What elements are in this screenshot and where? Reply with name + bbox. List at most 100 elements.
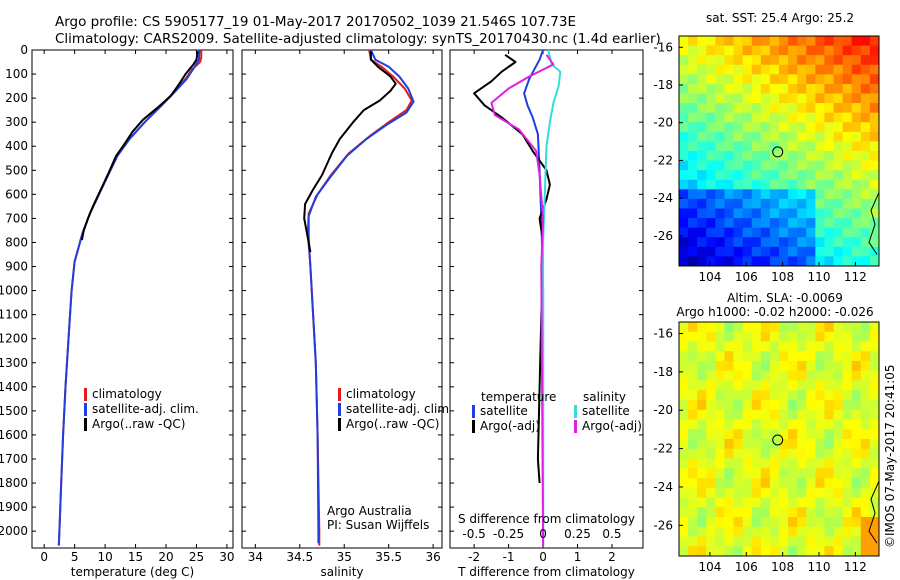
map-cell bbox=[715, 517, 725, 528]
map-cell bbox=[769, 487, 780, 498]
map-cell bbox=[760, 341, 771, 352]
map-cell bbox=[806, 487, 816, 498]
map-cell bbox=[769, 237, 780, 248]
map-cell bbox=[760, 237, 771, 248]
map-cell bbox=[860, 341, 871, 352]
map-cell bbox=[842, 448, 853, 459]
map-cell bbox=[751, 141, 762, 152]
map-cell bbox=[751, 517, 762, 528]
depth-tick-label: 1200 bbox=[0, 332, 28, 346]
map-cell bbox=[833, 322, 844, 333]
map-cell bbox=[833, 256, 844, 267]
sst-map-frame bbox=[678, 35, 880, 267]
legend-label: Argo(..raw -QC) bbox=[346, 417, 439, 431]
map-cell bbox=[860, 478, 871, 489]
map-cell bbox=[851, 487, 862, 498]
map-cell bbox=[760, 458, 771, 469]
map-cell bbox=[815, 227, 825, 238]
map-cell bbox=[742, 93, 753, 104]
map-cell bbox=[842, 122, 853, 133]
map-cell bbox=[833, 390, 844, 401]
map-cell bbox=[833, 439, 844, 450]
map-cell bbox=[797, 131, 807, 142]
map-cell bbox=[706, 198, 716, 209]
map-cell bbox=[869, 36, 880, 46]
map-cell bbox=[815, 93, 825, 104]
map-cell bbox=[842, 237, 853, 248]
map-cell bbox=[760, 517, 771, 528]
map-cell bbox=[824, 331, 834, 342]
depth-tick-label: 1500 bbox=[0, 404, 28, 418]
map-cell bbox=[715, 227, 725, 238]
map-cell bbox=[842, 112, 853, 123]
map-cell bbox=[824, 189, 834, 200]
map-cell bbox=[679, 103, 689, 114]
map-cell bbox=[769, 189, 780, 200]
map-cell bbox=[751, 218, 762, 229]
map-cell bbox=[706, 478, 716, 489]
map-cell bbox=[788, 246, 798, 257]
map-cell bbox=[788, 218, 798, 229]
depth-tick-label: 800 bbox=[5, 235, 28, 249]
map-cell bbox=[697, 160, 707, 171]
map-cell bbox=[742, 419, 753, 430]
map-cell bbox=[760, 419, 771, 430]
map-cell bbox=[751, 429, 762, 440]
map-cell bbox=[724, 55, 734, 66]
map-cell bbox=[797, 246, 807, 257]
map-cell bbox=[860, 141, 871, 152]
map-cell bbox=[806, 36, 816, 46]
map-cell bbox=[769, 170, 780, 181]
map-cell bbox=[824, 83, 834, 94]
map-cell bbox=[679, 439, 689, 450]
map-cell bbox=[679, 112, 689, 123]
map-cell bbox=[806, 93, 816, 104]
imos-credit: ©IMOS 07-May-2017 20:41:05 bbox=[883, 364, 897, 548]
map-cell bbox=[815, 256, 825, 267]
coastline bbox=[868, 192, 880, 255]
map-cell bbox=[788, 189, 798, 200]
map-cell bbox=[724, 322, 734, 333]
map-cell bbox=[742, 507, 753, 518]
map-cell bbox=[751, 64, 762, 75]
map-cell bbox=[815, 361, 825, 372]
map-cell bbox=[760, 246, 771, 257]
map-cell bbox=[760, 93, 771, 104]
map-cell bbox=[679, 36, 689, 46]
map-cell bbox=[733, 55, 744, 66]
map-cell bbox=[715, 331, 725, 342]
map-cell bbox=[788, 74, 798, 85]
map-cell bbox=[806, 160, 816, 171]
map-cell bbox=[751, 256, 762, 267]
map-cell bbox=[797, 429, 807, 440]
map-cell bbox=[679, 189, 689, 200]
map-cell bbox=[733, 458, 744, 469]
map-cell bbox=[860, 179, 871, 190]
map-cell bbox=[706, 546, 716, 557]
map-cell bbox=[742, 546, 753, 557]
map-cell bbox=[715, 83, 725, 94]
map-y-tick-label: -22 bbox=[653, 442, 673, 456]
map-cell bbox=[788, 419, 798, 430]
map-cell bbox=[833, 497, 844, 508]
sla-map-frame bbox=[678, 321, 880, 557]
map-cell bbox=[769, 83, 780, 94]
map-cell bbox=[706, 179, 716, 190]
map-cell bbox=[860, 198, 871, 209]
map-cell bbox=[715, 458, 725, 469]
map-cell bbox=[860, 370, 871, 381]
map-cell bbox=[688, 351, 698, 362]
map-cell bbox=[851, 83, 862, 94]
map-cell bbox=[760, 179, 771, 190]
map-cell bbox=[815, 112, 825, 123]
map-cell bbox=[842, 370, 853, 381]
map-cell bbox=[733, 487, 744, 498]
map-cell bbox=[869, 341, 880, 352]
map-cell bbox=[842, 322, 853, 333]
map-cell bbox=[742, 198, 753, 209]
map-cell bbox=[851, 112, 862, 123]
map-cell bbox=[751, 198, 762, 209]
map-cell bbox=[769, 74, 780, 85]
map-cell bbox=[760, 361, 771, 372]
map-cell bbox=[860, 218, 871, 229]
